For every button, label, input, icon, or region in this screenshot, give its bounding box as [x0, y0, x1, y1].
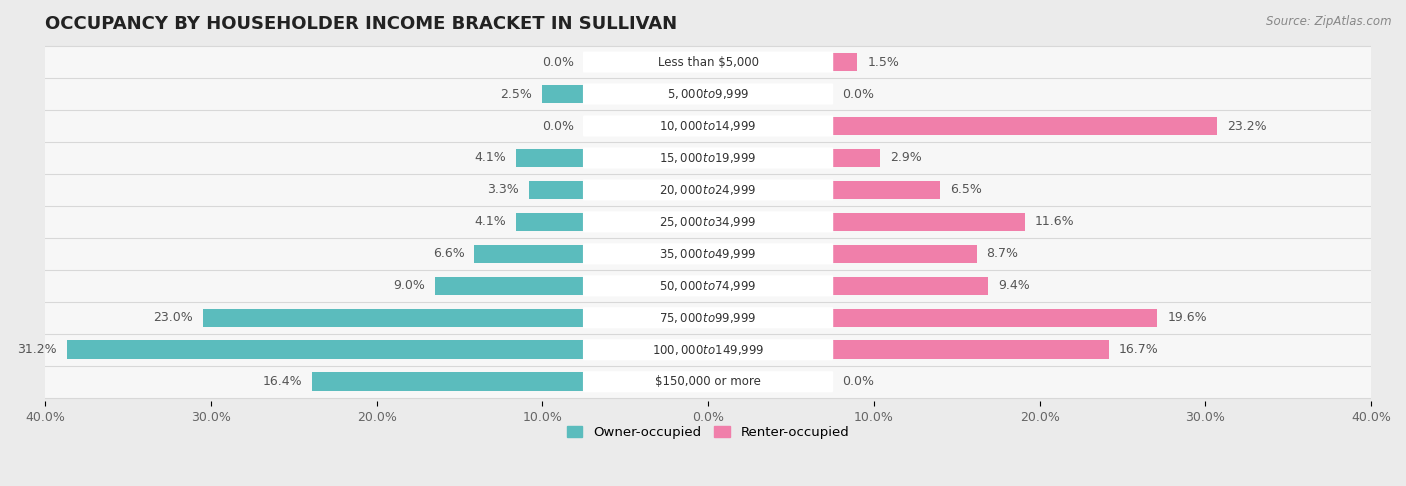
Text: 16.7%: 16.7%: [1119, 343, 1159, 356]
Text: 9.0%: 9.0%: [392, 279, 425, 293]
Text: 4.1%: 4.1%: [474, 152, 506, 164]
FancyBboxPatch shape: [583, 52, 834, 72]
FancyBboxPatch shape: [583, 211, 834, 232]
Bar: [832, 277, 988, 295]
Text: $100,000 to $149,999: $100,000 to $149,999: [652, 343, 765, 357]
Bar: [45, 270, 1371, 302]
Bar: [832, 341, 1109, 359]
Text: $35,000 to $49,999: $35,000 to $49,999: [659, 247, 756, 261]
FancyBboxPatch shape: [583, 147, 834, 169]
FancyBboxPatch shape: [583, 371, 834, 392]
Bar: [832, 53, 858, 71]
FancyBboxPatch shape: [583, 275, 834, 296]
Text: 3.3%: 3.3%: [488, 183, 519, 196]
Text: 6.6%: 6.6%: [433, 247, 464, 260]
Bar: [832, 181, 941, 199]
Bar: [832, 117, 1218, 135]
Text: 31.2%: 31.2%: [17, 343, 56, 356]
Bar: [312, 372, 583, 391]
Text: OCCUPANCY BY HOUSEHOLDER INCOME BRACKET IN SULLIVAN: OCCUPANCY BY HOUSEHOLDER INCOME BRACKET …: [45, 15, 678, 33]
Text: $25,000 to $34,999: $25,000 to $34,999: [659, 215, 756, 229]
Text: $20,000 to $24,999: $20,000 to $24,999: [659, 183, 756, 197]
Text: 2.5%: 2.5%: [501, 87, 533, 101]
Bar: [45, 110, 1371, 142]
Text: $5,000 to $9,999: $5,000 to $9,999: [666, 87, 749, 101]
Bar: [832, 213, 1025, 231]
Bar: [202, 309, 583, 327]
Bar: [529, 181, 583, 199]
Text: $15,000 to $19,999: $15,000 to $19,999: [659, 151, 756, 165]
Bar: [832, 309, 1157, 327]
Bar: [516, 213, 583, 231]
Text: 0.0%: 0.0%: [842, 87, 875, 101]
Text: 23.2%: 23.2%: [1227, 120, 1267, 133]
Text: 16.4%: 16.4%: [263, 375, 302, 388]
Bar: [474, 244, 583, 263]
Bar: [45, 334, 1371, 366]
Bar: [66, 341, 583, 359]
Text: Source: ZipAtlas.com: Source: ZipAtlas.com: [1267, 15, 1392, 28]
Text: $10,000 to $14,999: $10,000 to $14,999: [659, 119, 756, 133]
Text: $50,000 to $74,999: $50,000 to $74,999: [659, 279, 756, 293]
FancyBboxPatch shape: [583, 84, 834, 104]
Text: 0.0%: 0.0%: [541, 120, 574, 133]
Text: $75,000 to $99,999: $75,000 to $99,999: [659, 311, 756, 325]
Text: Less than $5,000: Less than $5,000: [658, 55, 759, 69]
Bar: [543, 85, 583, 104]
Text: 6.5%: 6.5%: [950, 183, 981, 196]
Bar: [45, 366, 1371, 398]
FancyBboxPatch shape: [583, 179, 834, 201]
FancyBboxPatch shape: [583, 339, 834, 360]
Bar: [434, 277, 583, 295]
Text: 8.7%: 8.7%: [987, 247, 1018, 260]
Bar: [45, 302, 1371, 334]
Bar: [832, 244, 977, 263]
Bar: [832, 149, 880, 167]
Text: 2.9%: 2.9%: [890, 152, 922, 164]
Text: 23.0%: 23.0%: [153, 312, 193, 324]
FancyBboxPatch shape: [583, 116, 834, 137]
Bar: [45, 46, 1371, 78]
Bar: [516, 149, 583, 167]
Bar: [45, 142, 1371, 174]
FancyBboxPatch shape: [583, 307, 834, 329]
Text: 4.1%: 4.1%: [474, 215, 506, 228]
Text: 0.0%: 0.0%: [541, 55, 574, 69]
Bar: [45, 238, 1371, 270]
Text: 19.6%: 19.6%: [1167, 312, 1206, 324]
Legend: Owner-occupied, Renter-occupied: Owner-occupied, Renter-occupied: [561, 421, 855, 444]
Text: 9.4%: 9.4%: [998, 279, 1029, 293]
FancyBboxPatch shape: [583, 243, 834, 264]
Bar: [45, 206, 1371, 238]
Text: 11.6%: 11.6%: [1035, 215, 1074, 228]
Bar: [45, 174, 1371, 206]
Text: 0.0%: 0.0%: [842, 375, 875, 388]
Text: $150,000 or more: $150,000 or more: [655, 375, 761, 388]
Text: 1.5%: 1.5%: [868, 55, 898, 69]
Bar: [45, 78, 1371, 110]
